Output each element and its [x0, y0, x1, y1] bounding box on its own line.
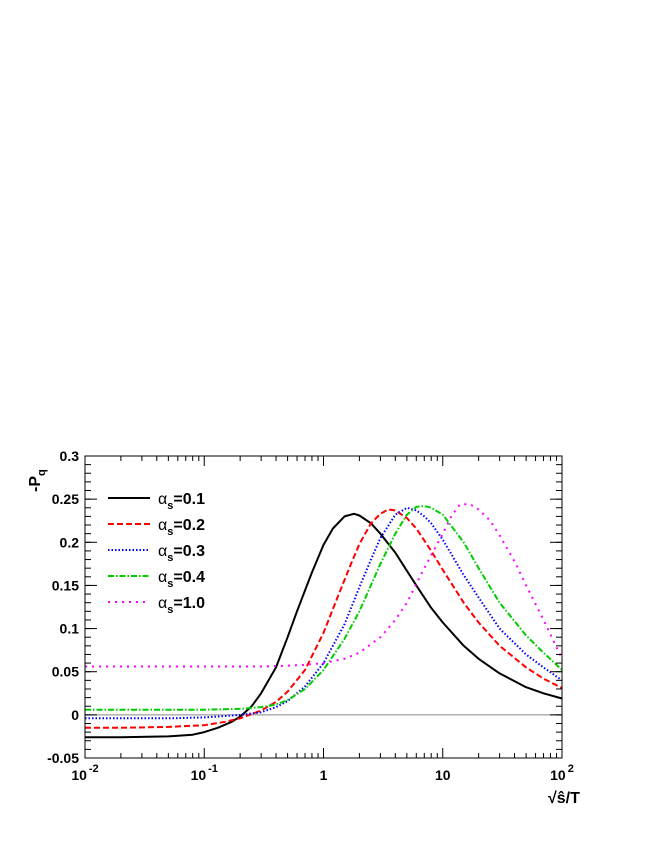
- y-tick-label: 0.3: [60, 448, 80, 464]
- y-axis-title: -Pq: [27, 469, 48, 492]
- x-tick-label: 10: [435, 767, 451, 783]
- x-axis-title-text: √ŝ/T: [548, 790, 580, 807]
- x-tick-label: 10 2: [550, 763, 574, 783]
- series-line-0: [85, 512, 563, 739]
- series-line-4: [85, 503, 563, 668]
- plot-frame: [84, 455, 563, 759]
- legend-label-0: αs=0.1: [158, 491, 205, 512]
- svg-text:-Pq: -Pq: [27, 469, 48, 492]
- y-tick-label: 0.15: [52, 577, 79, 593]
- series-line-3: [85, 505, 563, 711]
- series-line-2: [85, 506, 563, 720]
- series-layer: [85, 503, 563, 739]
- x-tick-label: 10 -2: [71, 763, 98, 783]
- legend-label-2: αs=0.3: [158, 543, 205, 564]
- legend-label-1: αs=0.2: [158, 517, 205, 538]
- y-tick-label: 0.1: [60, 621, 80, 637]
- y-tick-label: 0.2: [60, 534, 80, 550]
- y-tick-label: 0: [71, 707, 79, 723]
- y-tick-label: 0.05: [52, 664, 79, 680]
- legend-label-3: αs=0.4: [158, 569, 205, 590]
- y-tick-label: 0.25: [52, 491, 79, 507]
- legend-label-4: αs=1.0: [158, 595, 205, 616]
- legend: αs=0.1 αs=0.2 αs=0.3 αs=0.4 αs=1.0: [108, 491, 205, 616]
- series-line-1: [85, 508, 563, 729]
- y-axis-title-sub: q: [36, 469, 48, 476]
- y-tick-label: -0.05: [47, 750, 79, 766]
- x-axis-title: √ŝ/T: [548, 790, 580, 807]
- x-tick-label: 10 -1: [191, 763, 218, 783]
- y-axis-title-main: -P: [27, 476, 44, 492]
- axis-ticks: 10 -2 10 -1 1 10 10 2 -0.05 0 0.05 0.1 0.15 0.2 0.25 0.…: [47, 448, 574, 783]
- x-tick-label: 1: [320, 767, 328, 783]
